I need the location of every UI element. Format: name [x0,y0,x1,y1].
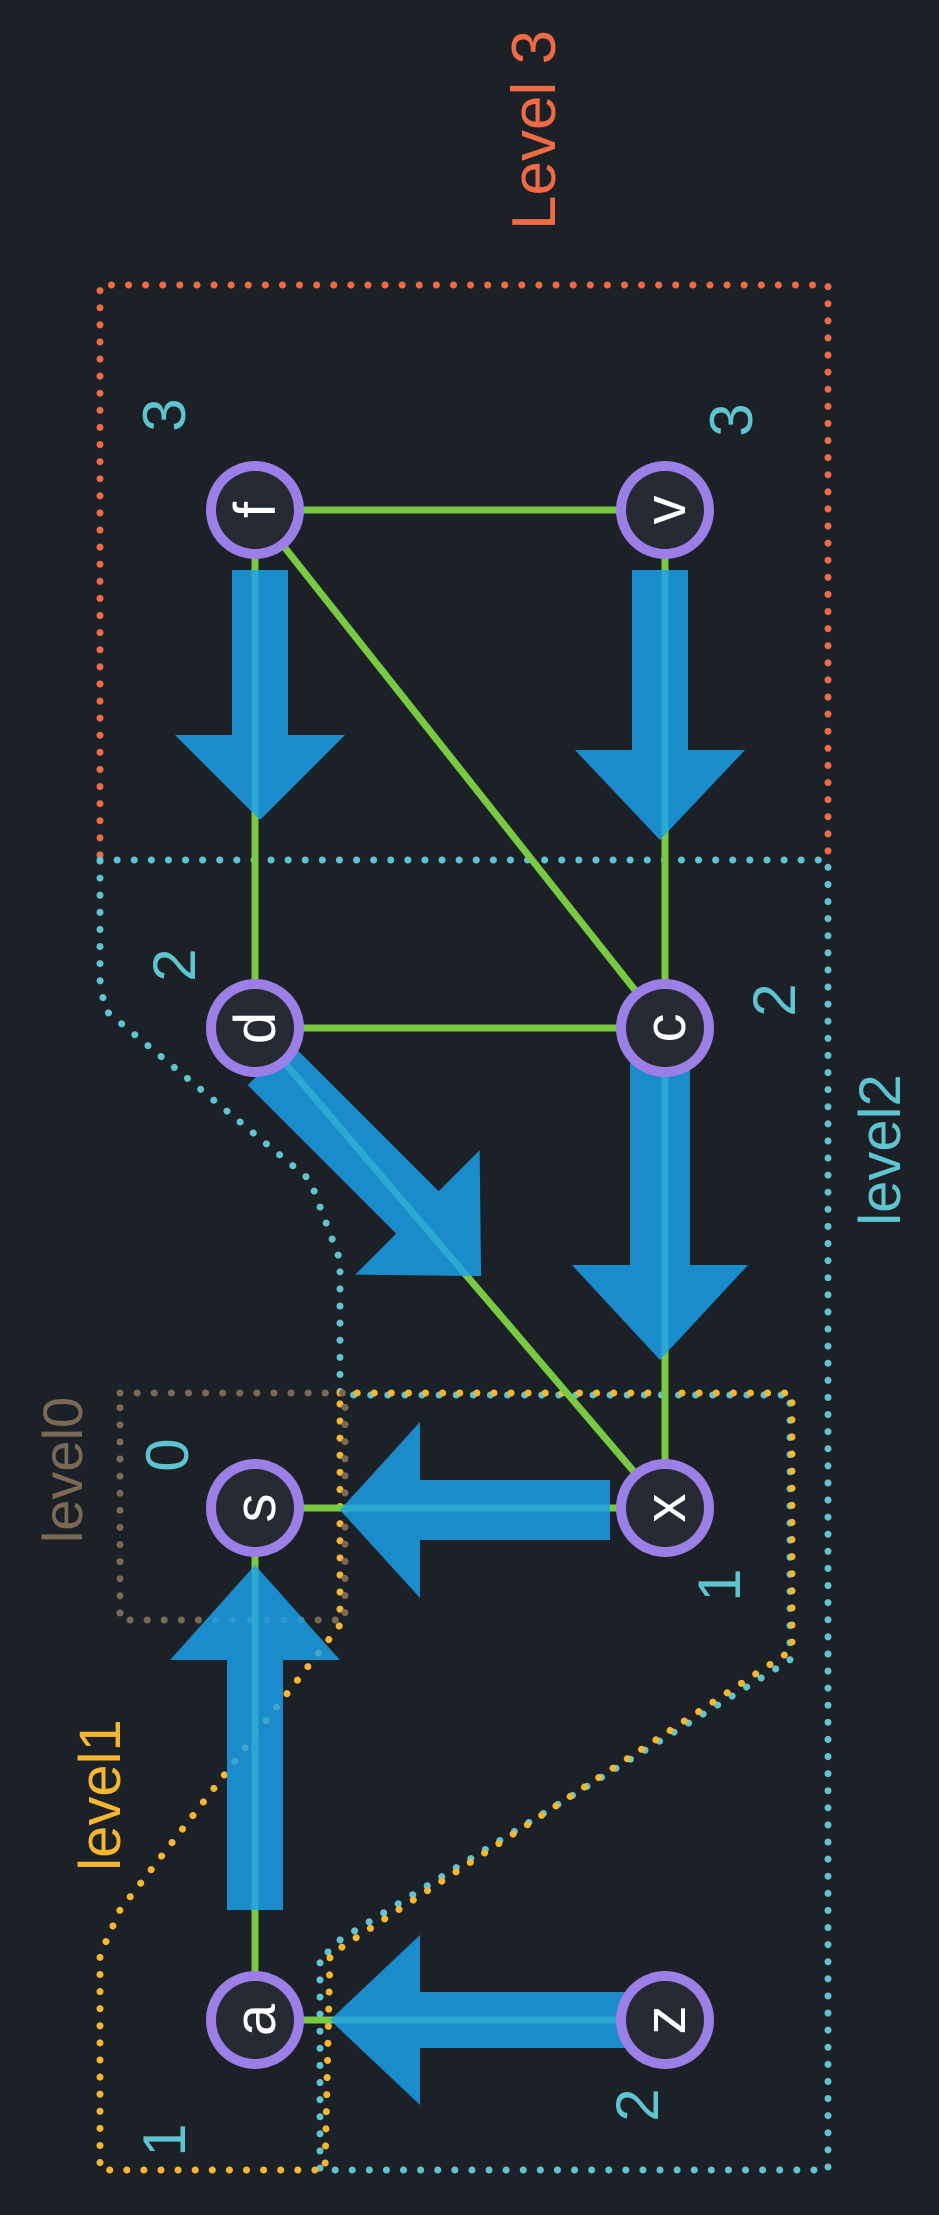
node-c-level: 2 [741,983,808,1016]
nodes: f v d c s x a z [206,461,714,2069]
node-v-level: 3 [698,403,765,436]
node-c-circle [616,979,714,1077]
bfs-arrows [170,570,748,2105]
node-v: v [616,461,714,559]
level3-label: Level 3 [500,30,569,230]
node-z: z [616,1971,714,2069]
node-f-level: 3 [131,398,198,431]
node-f: f [206,461,304,559]
node-a-level: 1 [131,2123,198,2156]
node-x-circle [616,1459,714,1557]
level0-boundary [116,1389,349,1624]
node-f-label: f [223,501,288,518]
node-d: d [206,979,304,1077]
arrow-d-to-x [247,1042,482,1277]
node-z-label: z [633,2006,698,2035]
arrow-x-to-s [340,1422,610,1598]
arrow-c-to-x [572,1060,748,1360]
level-boundaries [96,281,832,2174]
node-a-circle [206,1971,304,2069]
node-x: x [616,1459,714,1557]
level1-boundary [96,1389,796,2174]
arrow-z-to-a [330,1935,630,2105]
edge-c-f [251,506,669,1032]
node-d-circle [206,979,304,1077]
node-s-label: s [223,1494,288,1523]
node-c: c [616,979,714,1077]
node-f-circle [206,461,304,559]
node-a-label: a [223,2003,288,2036]
node-s: s [206,1459,304,1557]
level-numbers: 3 3 2 2 0 1 1 2 [131,398,808,2156]
level-captions: Level 3 level2 level1 level0 [31,30,913,1871]
node-z-level: 2 [604,2088,671,2121]
node-x-level: 1 [686,1568,753,1601]
node-x-label: x [633,1494,698,1523]
arrow-v-to-c [575,570,745,840]
node-z-circle [616,1971,714,2069]
level1-label: level1 [68,1719,133,1871]
level0-label: level0 [31,1397,94,1543]
node-a: a [206,1971,304,2069]
node-d-label: d [223,1012,288,1044]
node-s-level: 0 [134,1438,201,1471]
node-v-label: v [633,496,698,525]
arrow-f-to-d [175,570,345,820]
node-d-level: 2 [141,948,208,981]
node-s-circle [206,1459,304,1557]
node-v-circle [616,461,714,559]
level2-boundary [96,856,832,2174]
arrow-a-to-s [170,1565,340,1910]
node-c-label: c [633,1014,698,1043]
level2-label: level2 [848,1074,913,1226]
